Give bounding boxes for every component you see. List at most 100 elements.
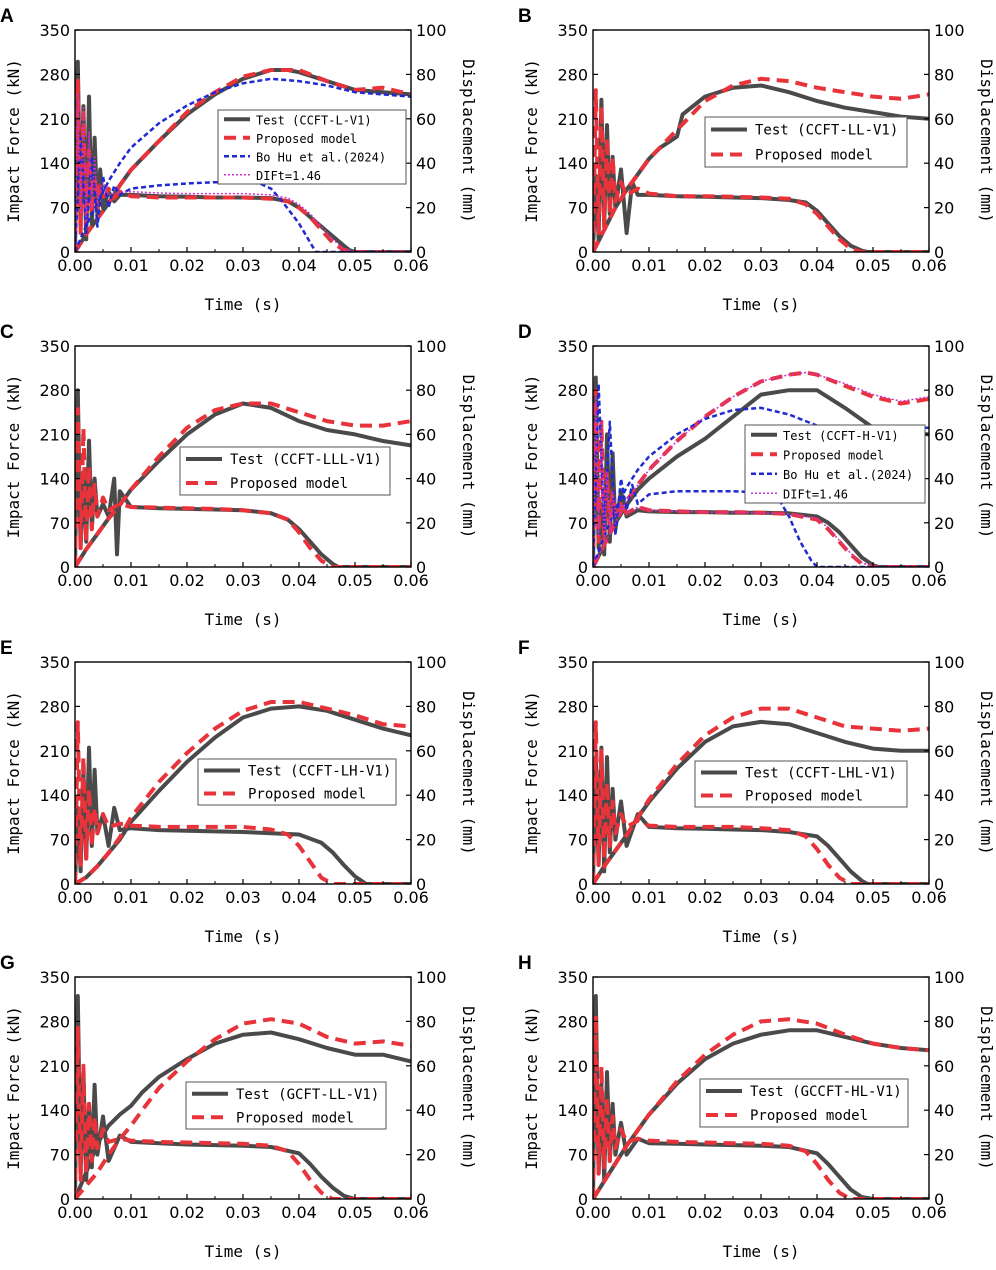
y-left-tick-label: 70 [568, 831, 588, 850]
y-left-tick-label: 280 [39, 697, 70, 716]
y-right-tick-label: 20 [416, 199, 436, 218]
series-line-dift-force [75, 92, 411, 252]
x-tick-label: 0.04 [281, 571, 317, 590]
y-left-tick-label: 70 [50, 514, 70, 533]
x-tick-label: 0.00 [575, 571, 611, 590]
y-left-tick-label: 140 [557, 1101, 588, 1120]
y-left-tick-label: 210 [557, 425, 588, 444]
y-left-tick-label: 70 [568, 199, 588, 218]
x-tick-label: 0.05 [855, 571, 891, 590]
x-tick-label: 0.05 [337, 888, 373, 907]
legend-label: DIFt=1.46 [256, 169, 321, 183]
y-right-tick-label: 80 [416, 381, 436, 400]
y-right-tick-label: 20 [934, 831, 954, 850]
y-right-tick-label: 80 [934, 1012, 954, 1031]
panel-letter: C [0, 322, 14, 343]
x-tick-label: 0.02 [169, 1203, 205, 1222]
series-group [75, 59, 411, 252]
y-right-tick-label: 80 [416, 1012, 436, 1031]
y-right-tick-label: 80 [934, 381, 954, 400]
y-left-tick-label: 210 [557, 110, 588, 129]
legend: Test (CCFT-LLL-V1) Proposed model [179, 446, 391, 496]
y-left-tick-label: 0 [578, 243, 588, 262]
legend-label: Test (CCFT-LLL-V1) [230, 452, 382, 468]
x-tick-label: 0.05 [855, 256, 891, 275]
x-tick-label: 0.01 [631, 1203, 667, 1222]
legend-label: Test (GCCFT-HL-V1) [750, 1084, 902, 1100]
legend-box [197, 758, 397, 806]
x-tick-label: 0.03 [225, 256, 261, 275]
y-left-tick-label: 140 [39, 470, 70, 489]
y-right-tick-label: 100 [416, 337, 447, 356]
legend-label: Proposed model [248, 787, 366, 803]
y-left-tick-label: 70 [50, 831, 70, 850]
y-right-axis-title: Displacement (mm) [977, 1006, 996, 1170]
series-line-bohu-force [75, 136, 411, 252]
y-right-tick-label: 60 [416, 742, 436, 761]
x-tick-label: 0.00 [575, 256, 611, 275]
y-left-tick-label: 140 [557, 786, 588, 805]
y-left-tick-label: 140 [557, 470, 588, 489]
y-right-tick-label: 20 [934, 514, 954, 533]
y-right-tick-label: 80 [934, 65, 954, 84]
y-left-tick-label: 140 [39, 786, 70, 805]
y-right-tick-label: 60 [416, 425, 436, 444]
series-line-model-displacement [593, 1017, 929, 1199]
series-line-model-displacement [593, 76, 929, 252]
x-tick-label: 0.04 [799, 888, 835, 907]
y-right-tick-label: 0 [934, 1190, 944, 1209]
y-right-tick-label: 0 [416, 243, 426, 262]
y-right-axis-title: Displacement (mm) [977, 691, 996, 855]
y-right-tick-label: 40 [416, 154, 436, 173]
legend-label: Test (CCFT-LH-V1) [248, 764, 391, 780]
y-left-tick-label: 350 [557, 21, 588, 40]
x-tick-label: 0.04 [281, 1203, 317, 1222]
x-tick-label: 0.02 [687, 1203, 723, 1222]
legend-label: Proposed model [783, 448, 884, 462]
y-left-tick-label: 70 [568, 1146, 588, 1165]
y-left-tick-label: 70 [568, 514, 588, 533]
y-right-axis-title: Displacement (mm) [459, 59, 478, 223]
y-left-tick-label: 350 [39, 21, 70, 40]
y-right-tick-label: 40 [934, 154, 954, 173]
legend-box [217, 109, 407, 185]
series-line-model-force [593, 388, 929, 567]
y-left-tick-label: 210 [39, 1057, 70, 1076]
y-left-axis-title: Impact Force (kN) [4, 375, 23, 539]
y-left-tick-label: 350 [39, 337, 70, 356]
x-tick-label: 0.03 [743, 888, 779, 907]
panel-e: E0.00 0.01 0.02 0.03 0.04 0.05 0.0607014021028… [0, 638, 478, 946]
x-tick-label: 0.04 [799, 256, 835, 275]
series-group [593, 370, 929, 567]
series-line-model-displacement [75, 700, 411, 884]
series-line-test-displacement [75, 704, 411, 884]
series-line-model-displacement [593, 370, 929, 567]
y-left-tick-label: 140 [557, 154, 588, 173]
x-tick-label: 0.06 [393, 1203, 429, 1222]
legend-label: Proposed model [755, 148, 873, 164]
y-right-tick-label: 60 [934, 742, 954, 761]
y-left-tick-label: 280 [557, 697, 588, 716]
panel-letter: D [518, 322, 532, 343]
panel-b: B0.00 0.01 0.02 0.03 0.04 0.05 0.0607014021028… [518, 6, 996, 314]
y-left-tick-label: 70 [50, 199, 70, 218]
y-right-axis-title: Displacement (mm) [459, 375, 478, 539]
panel-d: D0.00 0.01 0.02 0.03 0.04 0.05 0.0607014021028… [518, 322, 996, 629]
x-axis-title: Time (s) [204, 295, 281, 314]
series-group [593, 76, 929, 252]
x-axis-title: Time (s) [204, 610, 281, 629]
x-tick-label: 0.05 [337, 571, 373, 590]
legend: Test (CCFT-LH-V1) Proposed model [197, 758, 397, 806]
x-axis-title: Time (s) [722, 610, 799, 629]
y-right-tick-label: 20 [416, 831, 436, 850]
legend-label: Proposed model [745, 789, 863, 805]
legend: Test (CCFT-LHL-V1) Proposed model [694, 760, 908, 808]
y-right-tick-label: 0 [934, 558, 944, 577]
y-left-tick-label: 210 [557, 1057, 588, 1076]
x-tick-label: 0.00 [57, 1203, 93, 1222]
legend-label: Test (CCFT-L-V1) [256, 113, 372, 127]
y-right-tick-label: 60 [934, 110, 954, 129]
legend: Test (GCFT-LL-V1) Proposed model [185, 1081, 387, 1130]
x-axis-title: Time (s) [722, 1242, 799, 1261]
